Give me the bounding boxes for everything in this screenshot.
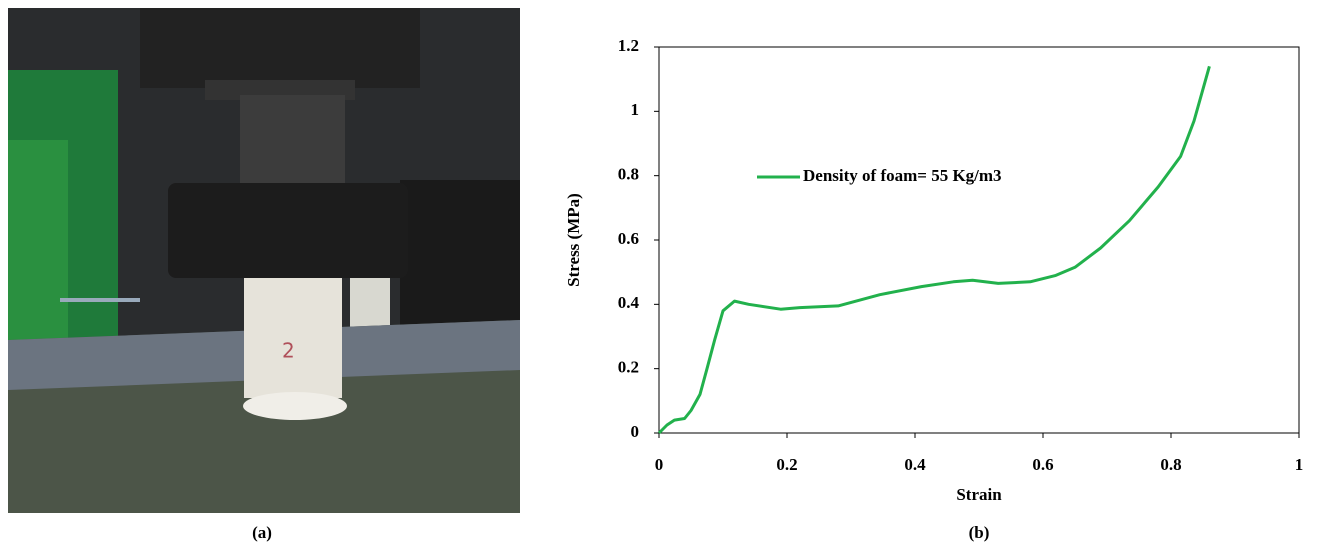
green-wall-light bbox=[8, 140, 68, 340]
x-tick-label: 0.2 bbox=[776, 455, 797, 474]
caption: (a) bbox=[252, 523, 272, 542]
x-tick-label: 1 bbox=[1295, 455, 1304, 474]
sample-label: 2 bbox=[282, 339, 295, 363]
photo: 2 bbox=[8, 8, 520, 513]
x-tick-label: 0 bbox=[655, 455, 664, 474]
y-tick-label: 1.2 bbox=[618, 36, 639, 55]
x-axis-label: Strain bbox=[956, 485, 1002, 504]
box bbox=[350, 270, 390, 330]
y-tick-label: 0.8 bbox=[618, 165, 639, 184]
top-plate bbox=[140, 8, 420, 88]
y-tick-label: 0.2 bbox=[618, 358, 639, 377]
y-tick-label: 0.4 bbox=[618, 293, 640, 312]
x-tick-label: 0.8 bbox=[1160, 455, 1181, 474]
y-tick-label: 0 bbox=[631, 422, 640, 441]
y-tick-label: 1 bbox=[631, 100, 640, 119]
x-tick-label: 0.6 bbox=[1032, 455, 1053, 474]
sample bbox=[244, 278, 342, 398]
sample-base bbox=[243, 392, 347, 420]
x-tick-label: 0.4 bbox=[904, 455, 926, 474]
line bbox=[657, 65, 1211, 435]
legend-label: Density of foam= 55 Kg/m3 bbox=[803, 166, 1002, 185]
shaft bbox=[240, 95, 345, 185]
plot-frame bbox=[658, 46, 1300, 434]
ring bbox=[168, 183, 408, 278]
y-axis-label: Stress (MPa) bbox=[564, 193, 583, 287]
y-tick-label: 0.6 bbox=[618, 229, 639, 248]
caption: (b) bbox=[969, 523, 990, 542]
machine-side bbox=[400, 180, 520, 340]
